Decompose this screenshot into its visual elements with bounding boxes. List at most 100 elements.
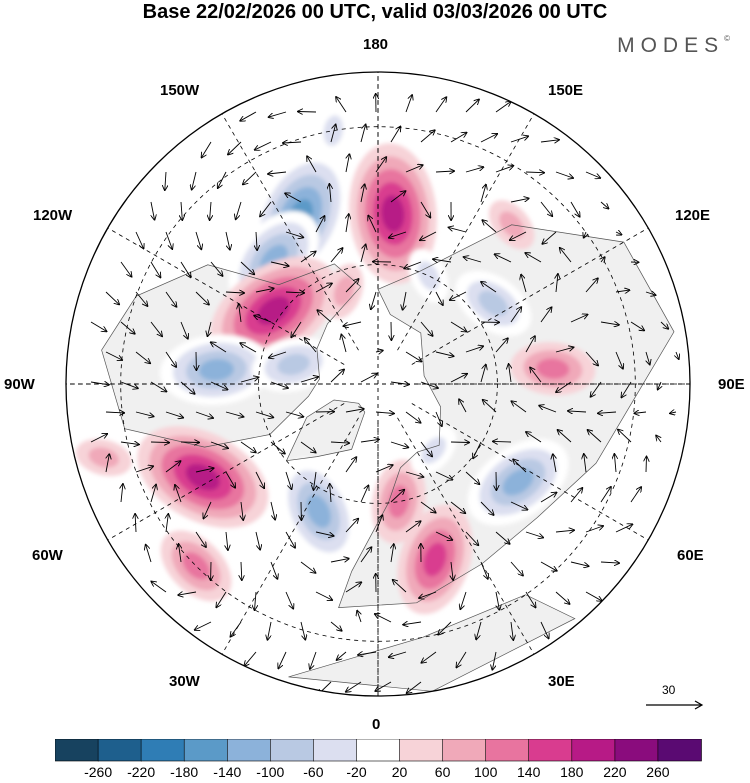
wind-vector <box>473 441 482 458</box>
wind-vector <box>231 621 242 637</box>
wind-vector <box>465 167 483 173</box>
wind-vector <box>615 351 623 369</box>
wind-vector <box>180 381 195 394</box>
wind-vector <box>450 133 466 143</box>
colorbar-label: -180 <box>170 764 199 780</box>
wind-vector <box>270 441 285 454</box>
anomaly-contour <box>88 447 119 468</box>
wind-vector <box>585 351 598 365</box>
wind-vector <box>135 514 136 533</box>
colorbar-swatch <box>528 739 573 762</box>
wind-vector <box>585 591 602 601</box>
colorbar-label: 20 <box>391 764 408 780</box>
wind-vector <box>480 561 488 579</box>
lon-label-150e: 150E <box>548 82 584 99</box>
wind-vector <box>135 291 147 306</box>
wind-vector <box>558 430 572 443</box>
wind-vector <box>556 274 558 293</box>
lon-label-120w: 120W <box>33 207 73 224</box>
wind-vector <box>390 490 404 503</box>
wind-vector <box>314 471 317 490</box>
wind-vector <box>420 501 436 513</box>
wind-vector <box>616 232 621 235</box>
wind-vector <box>656 436 661 443</box>
anomaly-contour <box>323 115 344 147</box>
wind-vector <box>135 411 154 416</box>
wind-vector <box>542 231 557 244</box>
colorbar-swatch <box>97 739 142 762</box>
wind-vector <box>510 307 521 323</box>
anomaly-field <box>75 102 596 615</box>
wind-vector <box>255 531 260 550</box>
wind-vector <box>585 278 598 293</box>
wind-vector <box>525 172 544 173</box>
positive-anomaly <box>371 459 426 544</box>
wind-vector <box>120 261 132 277</box>
wind-vector <box>375 412 394 414</box>
lon-label-90w: 90W <box>4 376 35 393</box>
wind-vector <box>216 591 227 607</box>
wind-vector <box>195 231 201 249</box>
wind-vector <box>146 545 152 563</box>
wind-vector <box>305 338 317 353</box>
wind-vector <box>556 381 572 392</box>
wind-vector <box>346 681 362 692</box>
wind-vector <box>150 485 156 503</box>
wind-vector <box>269 351 287 358</box>
wind-vector <box>105 291 119 304</box>
wind-vector <box>330 370 344 383</box>
positive-anomaly <box>75 438 132 477</box>
wind-vector <box>345 409 364 412</box>
wind-vector <box>165 171 166 190</box>
wind-vector <box>600 201 608 209</box>
wind-vector <box>495 254 512 263</box>
wind-vector <box>181 201 182 220</box>
wind-vector <box>598 412 617 413</box>
wind-vector <box>465 471 479 484</box>
wind-vector <box>195 531 206 547</box>
wind-vector <box>600 562 619 563</box>
wind-vector <box>344 321 362 326</box>
colorbar-swatch <box>356 739 401 762</box>
wind-vector <box>450 374 467 383</box>
meridian-line <box>411 403 649 541</box>
land-area <box>288 594 575 692</box>
wind-vector <box>358 652 377 655</box>
wind-vector <box>360 245 366 263</box>
wind-vector <box>375 614 392 623</box>
wind-vector <box>435 97 446 113</box>
wind-vector <box>310 651 317 669</box>
colorbar-swatch <box>313 739 358 762</box>
wind-vector <box>175 485 182 503</box>
wind-vector <box>150 321 162 336</box>
wind-vector <box>166 514 168 533</box>
wind-vector <box>435 411 442 426</box>
wind-vector <box>465 531 478 545</box>
wind-vector <box>346 214 349 233</box>
colorbar-swatch <box>657 739 702 762</box>
wind-vector <box>585 526 603 533</box>
wind-vector <box>226 531 228 550</box>
wind-vector <box>495 166 513 173</box>
lon-label-30e: 30E <box>548 673 575 690</box>
wind-vector <box>105 351 122 360</box>
wind-vector <box>495 338 508 353</box>
wind-vector <box>285 411 303 417</box>
wind-vector <box>255 288 274 293</box>
wind-vector <box>660 321 668 329</box>
wind-vector <box>405 521 421 533</box>
wind-vector <box>570 315 587 323</box>
wind-vector <box>540 201 552 216</box>
wind-vector <box>151 582 167 593</box>
wind-vector <box>317 310 332 323</box>
wind-vector <box>228 141 242 155</box>
wind-vector <box>236 201 242 219</box>
wind-vector <box>420 130 435 143</box>
wind-vector <box>405 95 412 113</box>
wind-vector <box>371 291 377 309</box>
wind-vector <box>255 591 257 610</box>
wind-vector <box>240 111 257 121</box>
wind-vector <box>195 411 213 418</box>
wind-vector <box>510 231 527 240</box>
wind-vector <box>225 231 230 250</box>
